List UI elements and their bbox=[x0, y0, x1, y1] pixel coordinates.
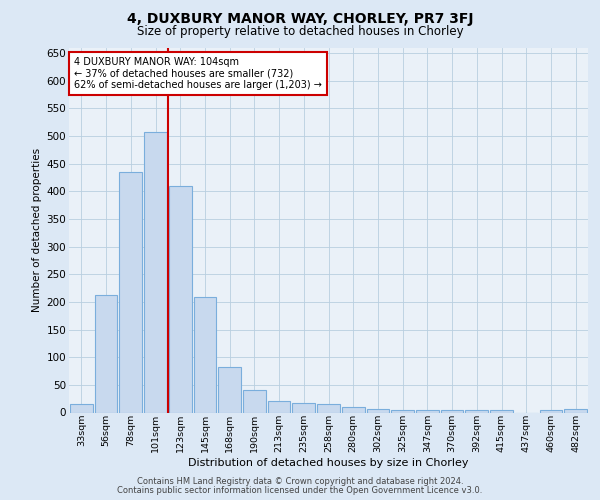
Bar bbox=[564, 409, 587, 412]
Text: Contains public sector information licensed under the Open Government Licence v3: Contains public sector information licen… bbox=[118, 486, 482, 495]
Y-axis label: Number of detached properties: Number of detached properties bbox=[32, 148, 43, 312]
Bar bbox=[539, 410, 562, 412]
Bar bbox=[144, 132, 167, 412]
Text: Contains HM Land Registry data © Crown copyright and database right 2024.: Contains HM Land Registry data © Crown c… bbox=[137, 477, 463, 486]
X-axis label: Distribution of detached houses by size in Chorley: Distribution of detached houses by size … bbox=[188, 458, 469, 468]
Bar bbox=[367, 409, 389, 412]
Bar bbox=[119, 172, 142, 412]
Bar bbox=[70, 404, 93, 412]
Text: 4, DUXBURY MANOR WAY, CHORLEY, PR7 3FJ: 4, DUXBURY MANOR WAY, CHORLEY, PR7 3FJ bbox=[127, 12, 473, 26]
Bar bbox=[243, 390, 266, 412]
Bar bbox=[218, 366, 241, 412]
Bar bbox=[95, 296, 118, 412]
Bar bbox=[342, 407, 365, 412]
Bar bbox=[292, 403, 315, 412]
Bar bbox=[391, 410, 414, 412]
Bar bbox=[466, 410, 488, 412]
Bar bbox=[194, 298, 216, 412]
Bar bbox=[416, 410, 439, 412]
Bar bbox=[490, 410, 513, 412]
Bar bbox=[441, 410, 463, 412]
Bar bbox=[169, 186, 191, 412]
Bar bbox=[268, 402, 290, 412]
Bar bbox=[317, 404, 340, 412]
Text: 4 DUXBURY MANOR WAY: 104sqm
← 37% of detached houses are smaller (732)
62% of se: 4 DUXBURY MANOR WAY: 104sqm ← 37% of det… bbox=[74, 56, 322, 90]
Text: Size of property relative to detached houses in Chorley: Size of property relative to detached ho… bbox=[137, 25, 463, 38]
